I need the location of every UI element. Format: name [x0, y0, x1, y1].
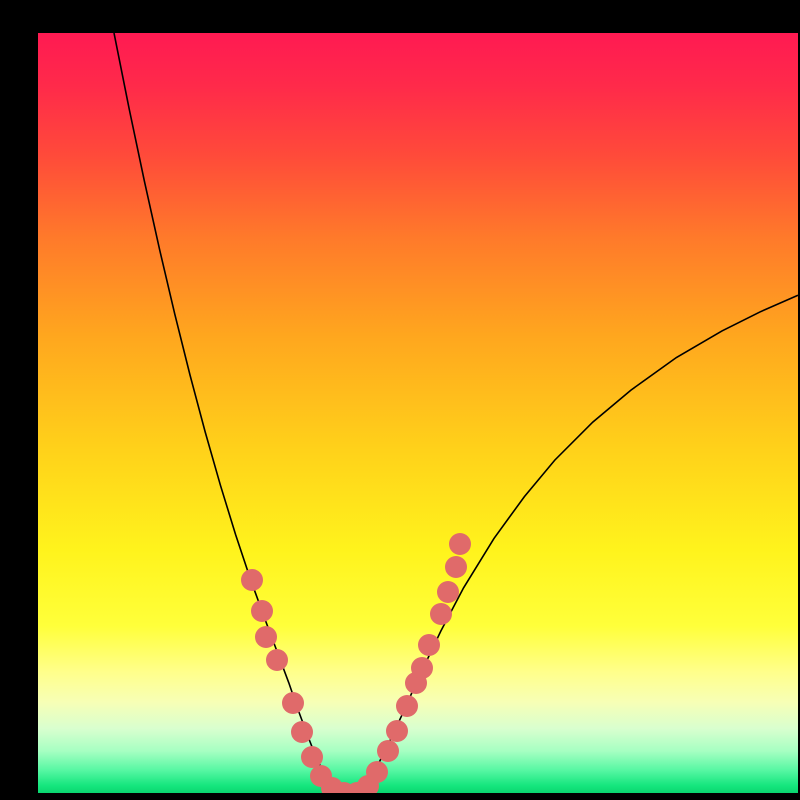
data-point-dot	[418, 634, 440, 656]
data-point-dot	[301, 746, 323, 768]
data-point-dot	[449, 533, 471, 555]
plot-area	[38, 33, 798, 793]
data-point-dot	[396, 695, 418, 717]
dot-layer	[38, 33, 798, 793]
data-point-dot	[430, 603, 452, 625]
data-point-dot	[366, 761, 388, 783]
data-point-dot	[411, 657, 433, 679]
data-point-dot	[282, 692, 304, 714]
data-point-dot	[445, 556, 467, 578]
data-point-dot	[255, 626, 277, 648]
data-point-dot	[241, 569, 263, 591]
data-point-dot	[251, 600, 273, 622]
data-point-dot	[377, 740, 399, 762]
data-point-dot	[437, 581, 459, 603]
data-point-dot	[291, 721, 313, 743]
data-point-dot	[386, 720, 408, 742]
plot-frame	[0, 0, 800, 800]
data-point-dot	[266, 649, 288, 671]
